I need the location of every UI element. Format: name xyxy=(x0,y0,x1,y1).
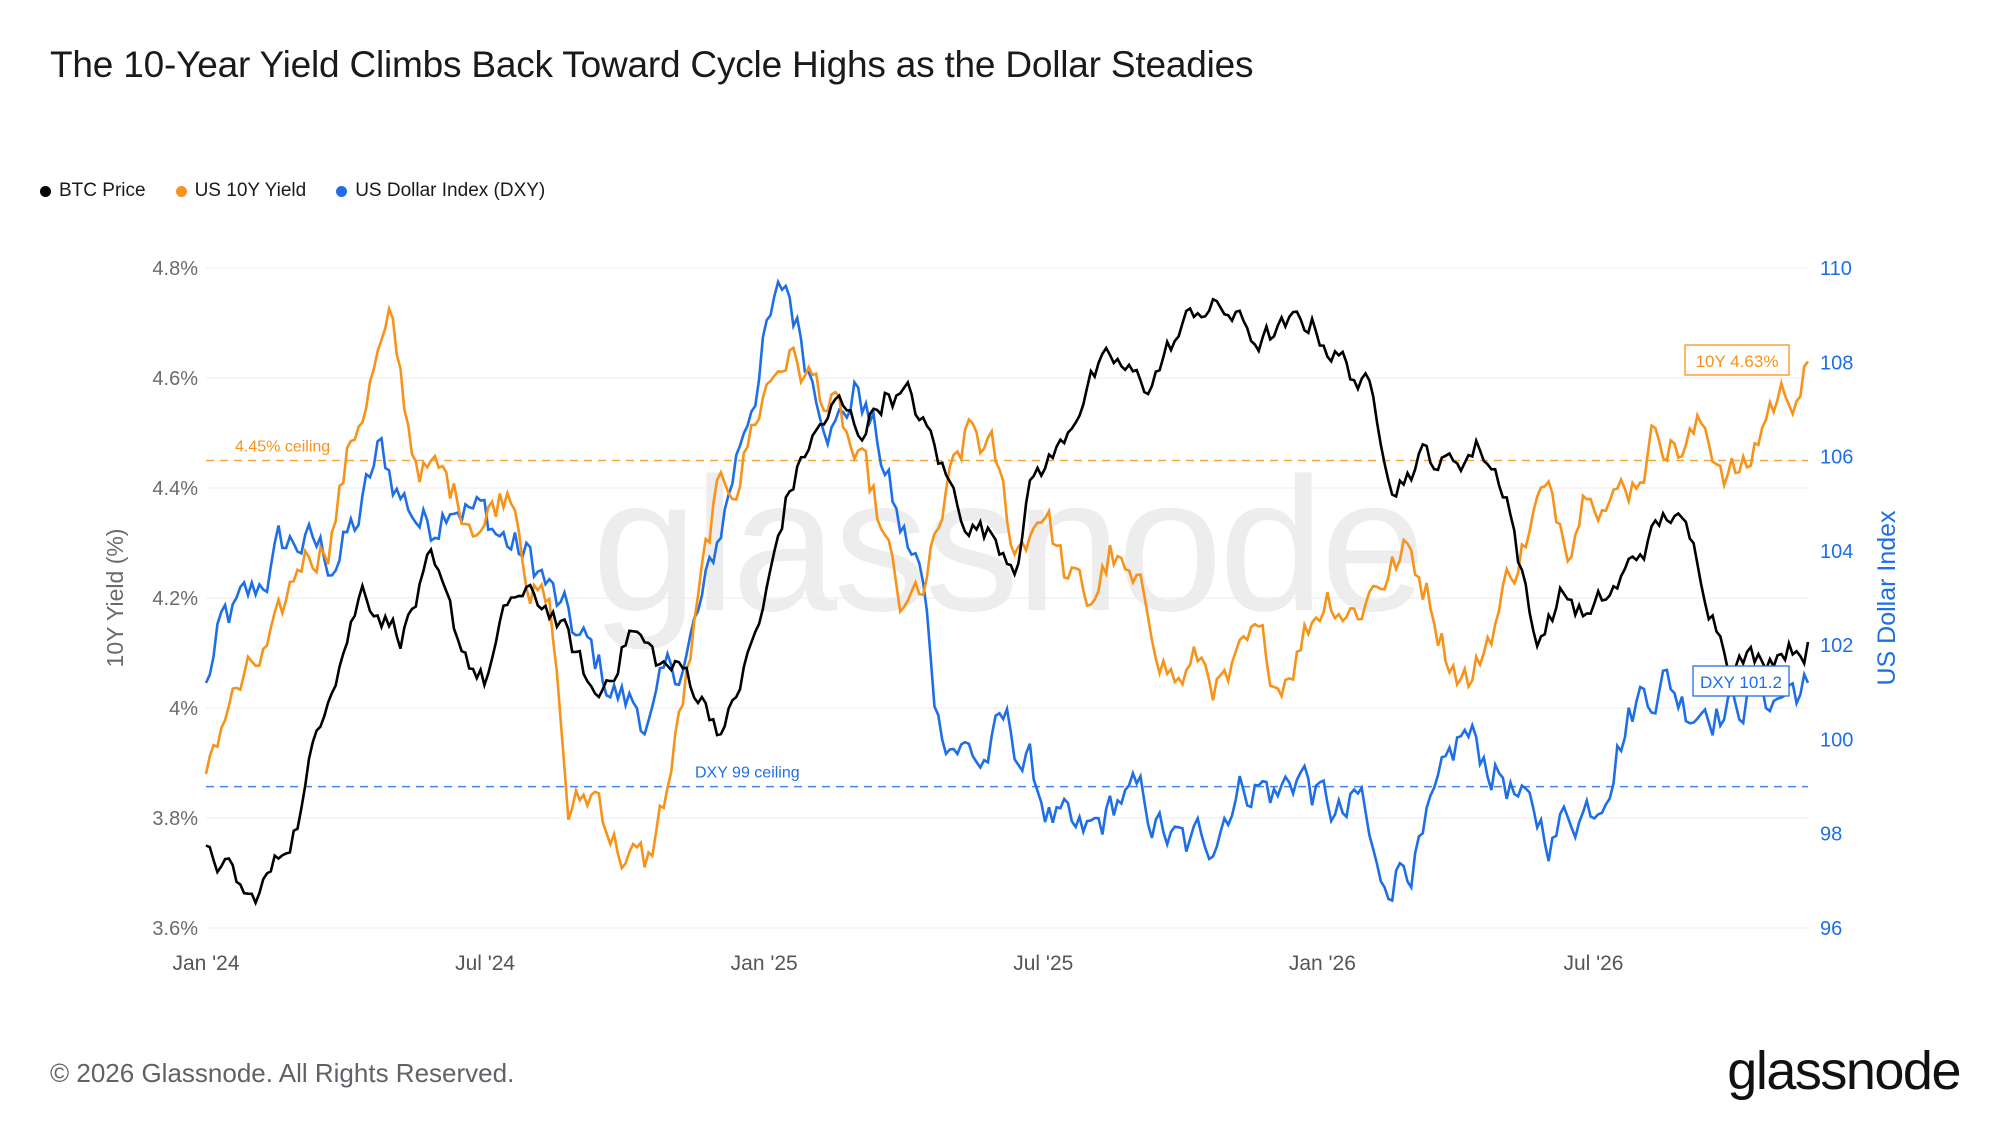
legend-item-dxy[interactable]: US Dollar Index (DXY) xyxy=(336,180,545,202)
reference-label-yield: 4.45% ceiling xyxy=(235,439,330,456)
annotation-label-10y: 10Y 4.63% xyxy=(1696,352,1779,371)
y-tick-right: 110 xyxy=(1820,258,1852,280)
legend-dot-btc xyxy=(40,185,51,197)
y-axis-label-left: 10Y Yield (%) xyxy=(102,529,128,668)
watermark-text: glassnode xyxy=(592,439,1422,651)
legend-item-10y[interactable]: US 10Y Yield xyxy=(175,180,307,202)
y-axis-label-right: US Dollar Index xyxy=(1873,510,1901,686)
y-tick-left: 3.6% xyxy=(152,918,198,940)
x-tick: Jul '24 xyxy=(455,952,515,975)
legend-label-10y: US 10Y Yield xyxy=(194,180,307,201)
y-tick-right: 108 xyxy=(1820,352,1853,374)
brand-logo: glassnode xyxy=(1727,1041,1961,1101)
legend-label-dxy: US Dollar Index (DXY) xyxy=(355,180,546,201)
series-line-dxy[interactable] xyxy=(204,278,1810,903)
y-tick-left: 4.2% xyxy=(152,588,198,610)
y-tick-right: 100 xyxy=(1820,729,1853,751)
x-tick: Jan '24 xyxy=(172,952,239,975)
annotation-box-10y xyxy=(1684,344,1790,376)
reference-label-dxy: DXY 99 ceiling xyxy=(695,765,800,782)
annotation-label-dxy: DXY 101.2 xyxy=(1700,673,1782,692)
x-tick: Jul '26 xyxy=(1563,952,1623,975)
legend-label-btc: BTC Price xyxy=(59,180,146,201)
series-line-btc[interactable] xyxy=(205,297,1810,907)
series-line-10y-yield[interactable] xyxy=(204,304,1810,872)
y-tick-left: 4.8% xyxy=(152,258,198,280)
y-tick-left: 4.4% xyxy=(152,478,198,500)
legend-dot-dxy xyxy=(336,185,348,197)
y-tick-right: 104 xyxy=(1820,541,1853,563)
y-tick-right: 98 xyxy=(1820,824,1842,846)
chart-legend: BTC Price US 10Y Yield US Dollar Index (… xyxy=(40,180,545,202)
x-tick: Jul '25 xyxy=(1013,952,1073,975)
legend-dot-10y xyxy=(175,185,187,197)
y-tick-right: 96 xyxy=(1820,918,1842,940)
legend-item-btc[interactable]: BTC Price xyxy=(40,180,146,202)
x-tick: Jan '26 xyxy=(1289,952,1356,975)
x-tick: Jan '25 xyxy=(731,952,798,975)
copyright-footer: © 2026 Glassnode. All Rights Reserved. xyxy=(50,1058,515,1088)
y-tick-left: 4% xyxy=(169,698,198,720)
y-tick-right: 102 xyxy=(1820,635,1853,657)
y-tick-left: 3.8% xyxy=(152,808,198,830)
chart-title: The 10-Year Yield Climbs Back Toward Cyc… xyxy=(50,44,1254,85)
y-tick-left: 4.6% xyxy=(152,368,198,390)
annotation-box-dxy xyxy=(1692,665,1790,697)
y-tick-right: 106 xyxy=(1820,447,1853,469)
